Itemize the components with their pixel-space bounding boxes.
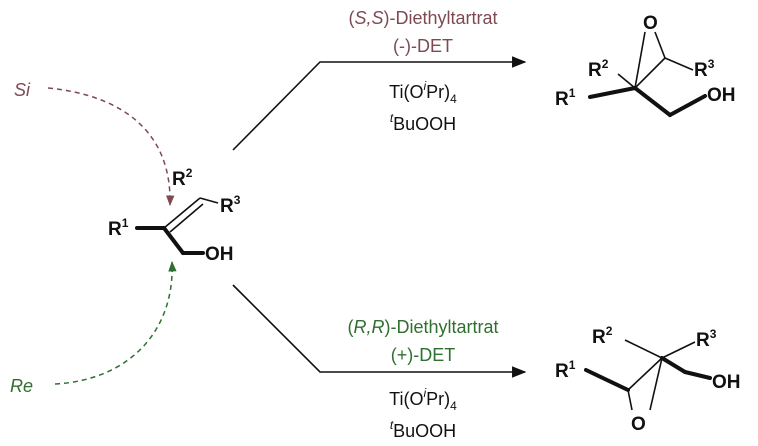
- si-face-label: Si: [14, 80, 31, 100]
- atom-superscript: 1: [569, 358, 576, 372]
- bottom-oxidant: tBuOOH: [390, 418, 456, 441]
- bond: [654, 31, 666, 59]
- bottom-arrow: [232, 284, 527, 378]
- atom-text: R: [220, 196, 234, 217]
- text-part: Ti(O: [389, 389, 423, 409]
- atom-label: R2: [172, 166, 193, 190]
- atom-label: R3: [220, 193, 241, 217]
- atom-label: R2: [588, 57, 609, 81]
- text-part: )-Diethyltartrat: [384, 317, 498, 337]
- substrate-bonds: [135, 197, 219, 255]
- text-part: (+)-DET: [391, 345, 456, 365]
- atom-superscript: 3: [710, 327, 717, 341]
- bond: [588, 86, 637, 99]
- atom-superscript: 2: [606, 324, 613, 338]
- atom-text: R: [588, 60, 602, 81]
- bond: [617, 73, 636, 89]
- text-part: t: [390, 418, 394, 432]
- atom-text: OH: [707, 85, 736, 106]
- atom-text: OH: [205, 244, 234, 265]
- bond: [163, 197, 201, 229]
- atom-label: R3: [696, 327, 717, 351]
- re-text: Re: [10, 376, 33, 396]
- bond: [584, 368, 630, 392]
- atom-text: R: [592, 327, 606, 348]
- atom-label: R1: [108, 216, 129, 240]
- atom-label: O: [643, 13, 658, 34]
- top-catalyst-name: (S,S)-Diethyltartrat: [348, 8, 497, 28]
- si-attack-arrow: [47, 87, 175, 207]
- bond: [633, 86, 672, 117]
- si-text: Si: [14, 80, 31, 100]
- atom-text: O: [631, 414, 646, 435]
- atom-text: R: [555, 89, 569, 110]
- atom-label: R3: [694, 57, 715, 81]
- text-part: )-Diethyltartrat: [383, 8, 497, 28]
- text-part: R,R: [353, 317, 384, 337]
- text-part: 4: [450, 399, 457, 413]
- bond: [664, 57, 694, 71]
- atom-label: R1: [555, 358, 576, 382]
- text-part: Pr): [426, 82, 450, 102]
- text-part: Ti(O: [389, 82, 423, 102]
- atom-text: R: [696, 330, 710, 351]
- atom-superscript: 1: [122, 216, 129, 230]
- text-part: BuOOH: [393, 421, 456, 441]
- atom-text: R: [172, 169, 186, 190]
- bond: [660, 356, 687, 374]
- re-face-label: Re: [10, 376, 33, 396]
- top-product-bonds: [588, 31, 707, 117]
- bond: [668, 94, 707, 117]
- bond: [683, 370, 712, 380]
- top-arrow: [232, 56, 527, 151]
- top-oxidant: tBuOOH: [390, 111, 456, 134]
- atom-superscript: 3: [234, 193, 241, 207]
- atom-label: OH: [707, 85, 736, 106]
- bond: [162, 226, 185, 255]
- atom-text: R: [694, 60, 708, 81]
- text-part: (: [348, 8, 354, 28]
- atom-text: R: [555, 361, 569, 382]
- text-part: S,S: [354, 8, 383, 28]
- atom-superscript: 2: [602, 57, 609, 71]
- text-part: i: [423, 386, 426, 400]
- bond: [627, 357, 663, 391]
- text-part: Pr): [426, 389, 450, 409]
- bottom-product-bonds: [584, 339, 712, 411]
- bond: [199, 197, 219, 204]
- bond: [169, 203, 204, 233]
- atom-superscript: 3: [708, 57, 715, 71]
- re-attack-arrow: [54, 260, 177, 385]
- bottom-titanium: Ti(OiPr)4: [389, 386, 457, 413]
- top-titanium: Ti(OiPr)4: [389, 79, 457, 106]
- bond: [634, 31, 646, 89]
- atom-label: R2: [592, 324, 613, 348]
- top-catalyst-abbr: (-)-DET: [393, 36, 453, 56]
- atom-text: OH: [712, 372, 741, 393]
- bond: [624, 339, 663, 359]
- bond: [627, 389, 633, 411]
- atom-superscript: 2: [186, 166, 193, 180]
- bond: [634, 57, 666, 89]
- atom-text: R: [108, 219, 122, 240]
- atom-label: R1: [555, 86, 576, 110]
- bottom-catalyst-abbr: (+)-DET: [391, 345, 456, 365]
- atom-label: O: [631, 414, 646, 435]
- text-part: (-)-DET: [393, 36, 453, 56]
- atom-label: OH: [205, 244, 234, 265]
- bottom-catalyst-name: (R,R)-Diethyltartrat: [347, 317, 498, 337]
- bond: [661, 341, 696, 359]
- text-part: t: [390, 111, 394, 125]
- bond: [649, 357, 663, 411]
- text-part: (: [347, 317, 353, 337]
- text-part: BuOOH: [393, 114, 456, 134]
- atom-label: OH: [712, 372, 741, 393]
- text-part: 4: [450, 92, 457, 106]
- atom-superscript: 1: [569, 86, 576, 100]
- text-part: i: [423, 79, 426, 93]
- atom-text: O: [643, 13, 658, 34]
